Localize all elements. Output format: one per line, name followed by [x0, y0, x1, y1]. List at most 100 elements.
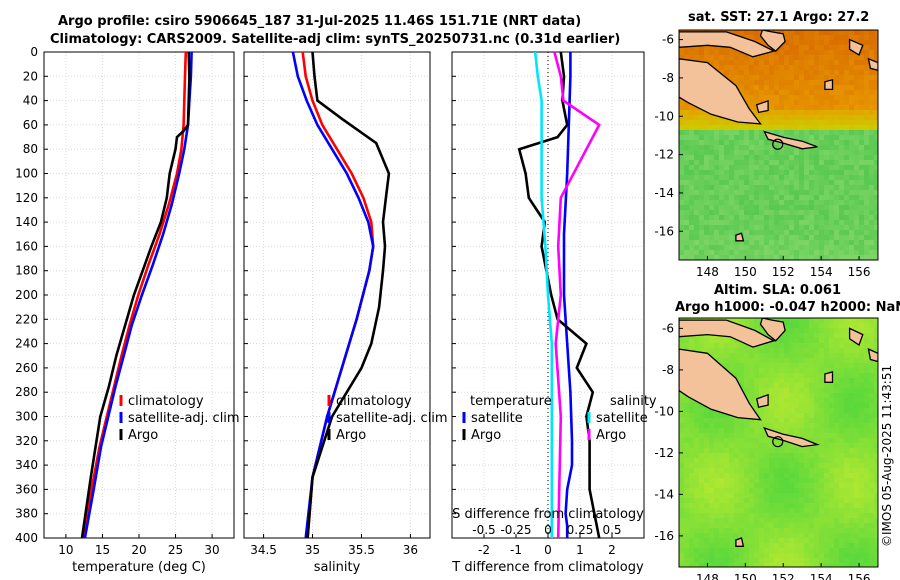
map-cell [684, 210, 690, 216]
map-cell [869, 383, 875, 389]
map-cell [809, 80, 815, 86]
map-cell [689, 230, 695, 236]
map-cell [769, 373, 775, 379]
map-cell [754, 205, 760, 211]
map-cell [874, 428, 878, 434]
map-cell [709, 130, 715, 136]
map-cell [709, 190, 715, 196]
map-cell [799, 110, 805, 116]
map-cell [769, 548, 775, 554]
map-cell [809, 230, 815, 236]
map-cell [809, 115, 815, 121]
map-cell [779, 418, 785, 424]
map-cell [694, 165, 700, 171]
map-cell [864, 170, 870, 176]
map-cell [864, 185, 870, 191]
map-cell [789, 358, 795, 364]
map-cell [864, 563, 870, 567]
map-cell [834, 110, 840, 116]
map-cell [699, 235, 705, 241]
map-cell [749, 75, 755, 81]
map-cell [694, 130, 700, 136]
legend-label: Argo [596, 428, 626, 443]
map-cell [784, 348, 790, 354]
map-cell [834, 418, 840, 424]
map-cell [794, 543, 800, 549]
sst-map: 148 150 152 154 156-6-8-10-12-14-16 [654, 29, 879, 279]
map-x-tick-label: 150 [734, 572, 757, 580]
map-cell [829, 120, 835, 126]
map-cell [784, 110, 790, 116]
map-cell [809, 50, 815, 56]
map-cell [874, 45, 878, 51]
map-cell [784, 393, 790, 399]
map-cell [734, 453, 740, 459]
map-cell [809, 60, 815, 66]
map-cell [729, 468, 735, 474]
map-cell [739, 135, 745, 141]
map-cell [769, 90, 775, 96]
map-cell [699, 413, 705, 419]
map-cell [819, 250, 825, 256]
map-cell [804, 558, 810, 564]
map-cell [794, 433, 800, 439]
y-tick-label: 20 [23, 69, 38, 83]
map-cell [849, 563, 855, 567]
map-cell [719, 553, 725, 559]
map-cell [749, 190, 755, 196]
map-cell [689, 408, 695, 414]
map-cell [714, 543, 720, 549]
map-cell [859, 528, 865, 534]
map-cell [794, 388, 800, 394]
map-cell [709, 528, 715, 534]
map-cell [849, 235, 855, 241]
map-cell [749, 418, 755, 424]
map-cell [874, 225, 878, 231]
map-cell [779, 85, 785, 91]
map-cell [744, 548, 750, 554]
map-cell [854, 458, 860, 464]
map-cell [699, 428, 705, 434]
map-cell [784, 205, 790, 211]
map-cell [774, 483, 780, 489]
map-cell [869, 518, 875, 524]
map-cell [734, 518, 740, 524]
map-cell [709, 115, 715, 121]
map-cell [869, 373, 875, 379]
map-cell [859, 483, 865, 489]
map-cell [734, 418, 740, 424]
map-cell [854, 483, 860, 489]
map-cell [704, 255, 710, 260]
map-cell [704, 508, 710, 514]
map-cell [729, 478, 735, 484]
map-cell [799, 75, 805, 81]
map-cell [734, 50, 740, 56]
map-cell [824, 230, 830, 236]
map-cell [744, 100, 750, 106]
map-cell [849, 533, 855, 539]
map-cell [849, 388, 855, 394]
map-cell [684, 438, 690, 444]
map-cell [774, 378, 780, 384]
y-tick-label: 340 [15, 458, 38, 472]
map-cell [869, 538, 875, 544]
map-cell [789, 240, 795, 246]
map-cell [874, 150, 878, 156]
map-cell [864, 225, 870, 231]
map-cell [839, 503, 845, 509]
map-cell [764, 388, 770, 394]
map-cell [769, 60, 775, 66]
map-cell [729, 488, 735, 494]
map-cell [759, 348, 765, 354]
map-cell [729, 458, 735, 464]
map-x-tick-label: 152 [772, 265, 795, 279]
map-cell [844, 433, 850, 439]
map-cell [694, 533, 700, 539]
map-cell [784, 35, 790, 41]
map-cell [859, 155, 865, 161]
map-cell [729, 518, 735, 524]
map-cell [809, 553, 815, 559]
map-cell [704, 155, 710, 161]
map-cell [794, 403, 800, 409]
map-cell [754, 225, 760, 231]
